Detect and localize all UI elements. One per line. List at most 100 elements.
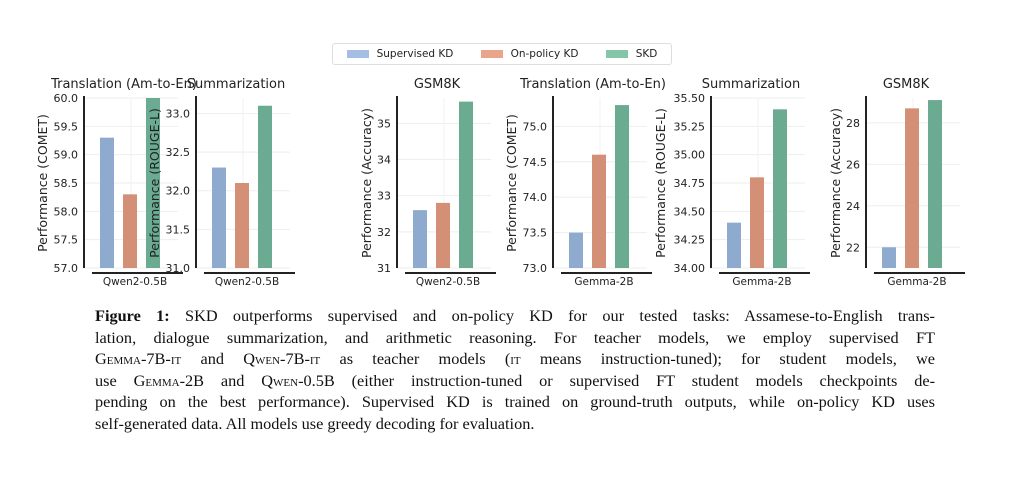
caption-text: and	[204, 370, 262, 390]
x-tick-label: Gemma-2B	[887, 276, 946, 288]
y-tick-label: 26	[846, 158, 860, 171]
y-axis-label: Performance (ROUGE-L)	[653, 108, 668, 258]
figure-label: Figure 1:	[95, 306, 170, 325]
bar-supervised-kd	[100, 137, 114, 268]
y-tick-label: 32.5	[166, 146, 191, 159]
legend-item-skd: SKD	[605, 48, 658, 60]
y-tick-label: 22	[846, 241, 860, 254]
bar-supervised-kd	[727, 222, 741, 268]
x-tick-label: Gemma-2B	[574, 276, 633, 288]
caption-line: use Gemma-2B and Qwen-0.5B (either instr…	[95, 370, 935, 392]
bar-on-policy-kd	[592, 154, 606, 268]
y-tick-label: 74.0	[523, 191, 548, 204]
y-tick-label: 32.0	[166, 185, 191, 198]
caption-text: means instruction-tuned); for student mo…	[520, 349, 935, 369]
figure-charts: 57.0 57.5 58.0 58.5 59.0 59.5 60.0 Qwen2-0.5B Tr…	[35, 77, 965, 288]
chart-title: Summarization	[187, 77, 285, 92]
caption-text: Qwen-0.5B	[261, 370, 335, 390]
legend-label: SKD	[635, 48, 658, 60]
y-tick-label: 74.5	[523, 156, 548, 169]
y-axis-label: Performance (Accuracy)	[359, 108, 374, 258]
legend-label: Supervised KD	[376, 48, 454, 60]
y-tick-label: 60.0	[54, 92, 79, 105]
subplot-3: 31 32 33 34 35 Qwen2-0.5B GSM8K Performance (Ac…	[359, 77, 496, 288]
y-tick-label: 33	[377, 190, 391, 203]
subplot-2: 31.0 31.5 32.0 32.5 33.0 Qwen2-0.5B Summarizat…	[147, 77, 295, 288]
figure-caption: Figure 1: SKD outperforms supervised and…	[95, 305, 935, 435]
y-tick-label: 35.25	[674, 120, 706, 133]
subplot-6: 22 24 26 28 Gemma-2B GSM8K Performance (Accura…	[828, 77, 965, 288]
y-tick-label: 35	[377, 117, 391, 130]
caption-text: self-generated data. All models use gree…	[95, 413, 535, 433]
bar-skd	[146, 98, 160, 268]
chart-title: Translation (Am-to-En)	[519, 77, 666, 92]
legend-item-on-policy-kd: On-policy KD	[480, 48, 579, 60]
x-tick-label: Qwen2-0.5B	[416, 276, 480, 288]
y-axis-label: Performance (Accuracy)	[828, 108, 843, 258]
y-tick-label: 35.00	[674, 149, 706, 162]
y-tick-label: 28	[846, 117, 860, 130]
subplot-1: 57.0 57.5 58.0 58.5 59.0 59.5 60.0 Qwen2-0.5B Tr…	[35, 77, 197, 288]
legend: Supervised KD On-policy KD SKD	[332, 43, 672, 65]
y-tick-label: 34	[377, 153, 391, 166]
bar-skd	[928, 100, 942, 268]
caption-line: Gemma-7B-it and Qwen-7B-it as teacher mo…	[95, 348, 935, 370]
caption-text: Qwen-7B-it	[243, 349, 321, 369]
y-tick-label: 34.00	[674, 262, 706, 275]
x-tick-label: Gemma-2B	[732, 276, 791, 288]
y-tick-label: 33.0	[166, 107, 191, 120]
y-axis-label: Performance (ROUGE-L)	[147, 108, 162, 258]
caption-text: and	[181, 349, 244, 369]
y-tick-label: 34.75	[674, 177, 706, 190]
y-tick-label: 57.5	[54, 234, 79, 247]
caption-text: SKD outperforms supervised and on-policy…	[169, 306, 935, 325]
bar-on-policy-kd	[436, 202, 450, 268]
y-tick-label: 34.50	[674, 205, 706, 218]
bar-on-policy-kd	[750, 177, 764, 268]
bar-on-policy-kd	[235, 183, 249, 268]
bar-on-policy-kd	[123, 194, 137, 268]
legend-swatch	[346, 50, 369, 58]
caption-text: use	[95, 370, 134, 390]
bar-supervised-kd	[569, 232, 583, 268]
y-tick-label: 31	[377, 262, 391, 275]
caption-text: pending on the best performance). Superv…	[95, 392, 935, 412]
chart-title: Translation (Am-to-En)	[50, 77, 197, 92]
y-tick-label: 58.0	[54, 205, 79, 218]
y-tick-label: 73.5	[523, 227, 548, 240]
caption-text: Gemma-2B	[133, 370, 204, 390]
y-tick-label: 31.5	[166, 223, 191, 236]
caption-line: Figure 1: SKD outperforms supervised and…	[95, 305, 935, 327]
y-tick-label: 35.50	[674, 92, 706, 105]
caption-line: pending on the best performance). Superv…	[95, 391, 935, 413]
subplot-5: 34.00 34.25 34.50 34.75 35.00 35.25 35.50 Gemma…	[653, 77, 810, 288]
y-tick-label: 75.0	[523, 120, 548, 133]
legend-swatch	[605, 50, 628, 58]
legend-swatch	[480, 50, 503, 58]
x-tick-label: Qwen2-0.5B	[215, 276, 279, 288]
bar-supervised-kd	[882, 247, 896, 268]
bar-skd	[773, 109, 787, 268]
subplot-4: 73.0 73.5 74.0 74.5 75.0 Gemma-2B Translation …	[504, 77, 666, 288]
bar-skd	[459, 101, 473, 268]
caption-text: Gemma-7B-it	[95, 349, 182, 369]
bar-skd	[258, 105, 272, 269]
y-tick-label: 58.5	[54, 177, 79, 190]
legend-label: On-policy KD	[510, 48, 579, 60]
caption-text: (either instruction-tuned or supervised …	[334, 370, 935, 390]
y-tick-label: 57.0	[54, 262, 79, 275]
bar-supervised-kd	[212, 167, 226, 268]
x-tick-label: Qwen2-0.5B	[103, 276, 167, 288]
bar-supervised-kd	[413, 210, 427, 268]
legend-item-supervised-kd: Supervised KD	[346, 48, 454, 60]
caption-line: lation, dialogue summarization, and arit…	[95, 327, 935, 349]
y-tick-label: 73.0	[523, 262, 548, 275]
caption-text: lation, dialogue summarization, and arit…	[95, 327, 935, 347]
y-tick-label: 59.0	[54, 149, 79, 162]
chart-title: Summarization	[702, 77, 800, 92]
caption-line: self-generated data. All models use gree…	[95, 413, 935, 435]
chart-title: GSM8K	[414, 77, 461, 92]
y-axis-label: Performance (COMET)	[35, 114, 50, 252]
y-tick-label: 24	[846, 200, 860, 213]
chart-title: GSM8K	[883, 77, 930, 92]
